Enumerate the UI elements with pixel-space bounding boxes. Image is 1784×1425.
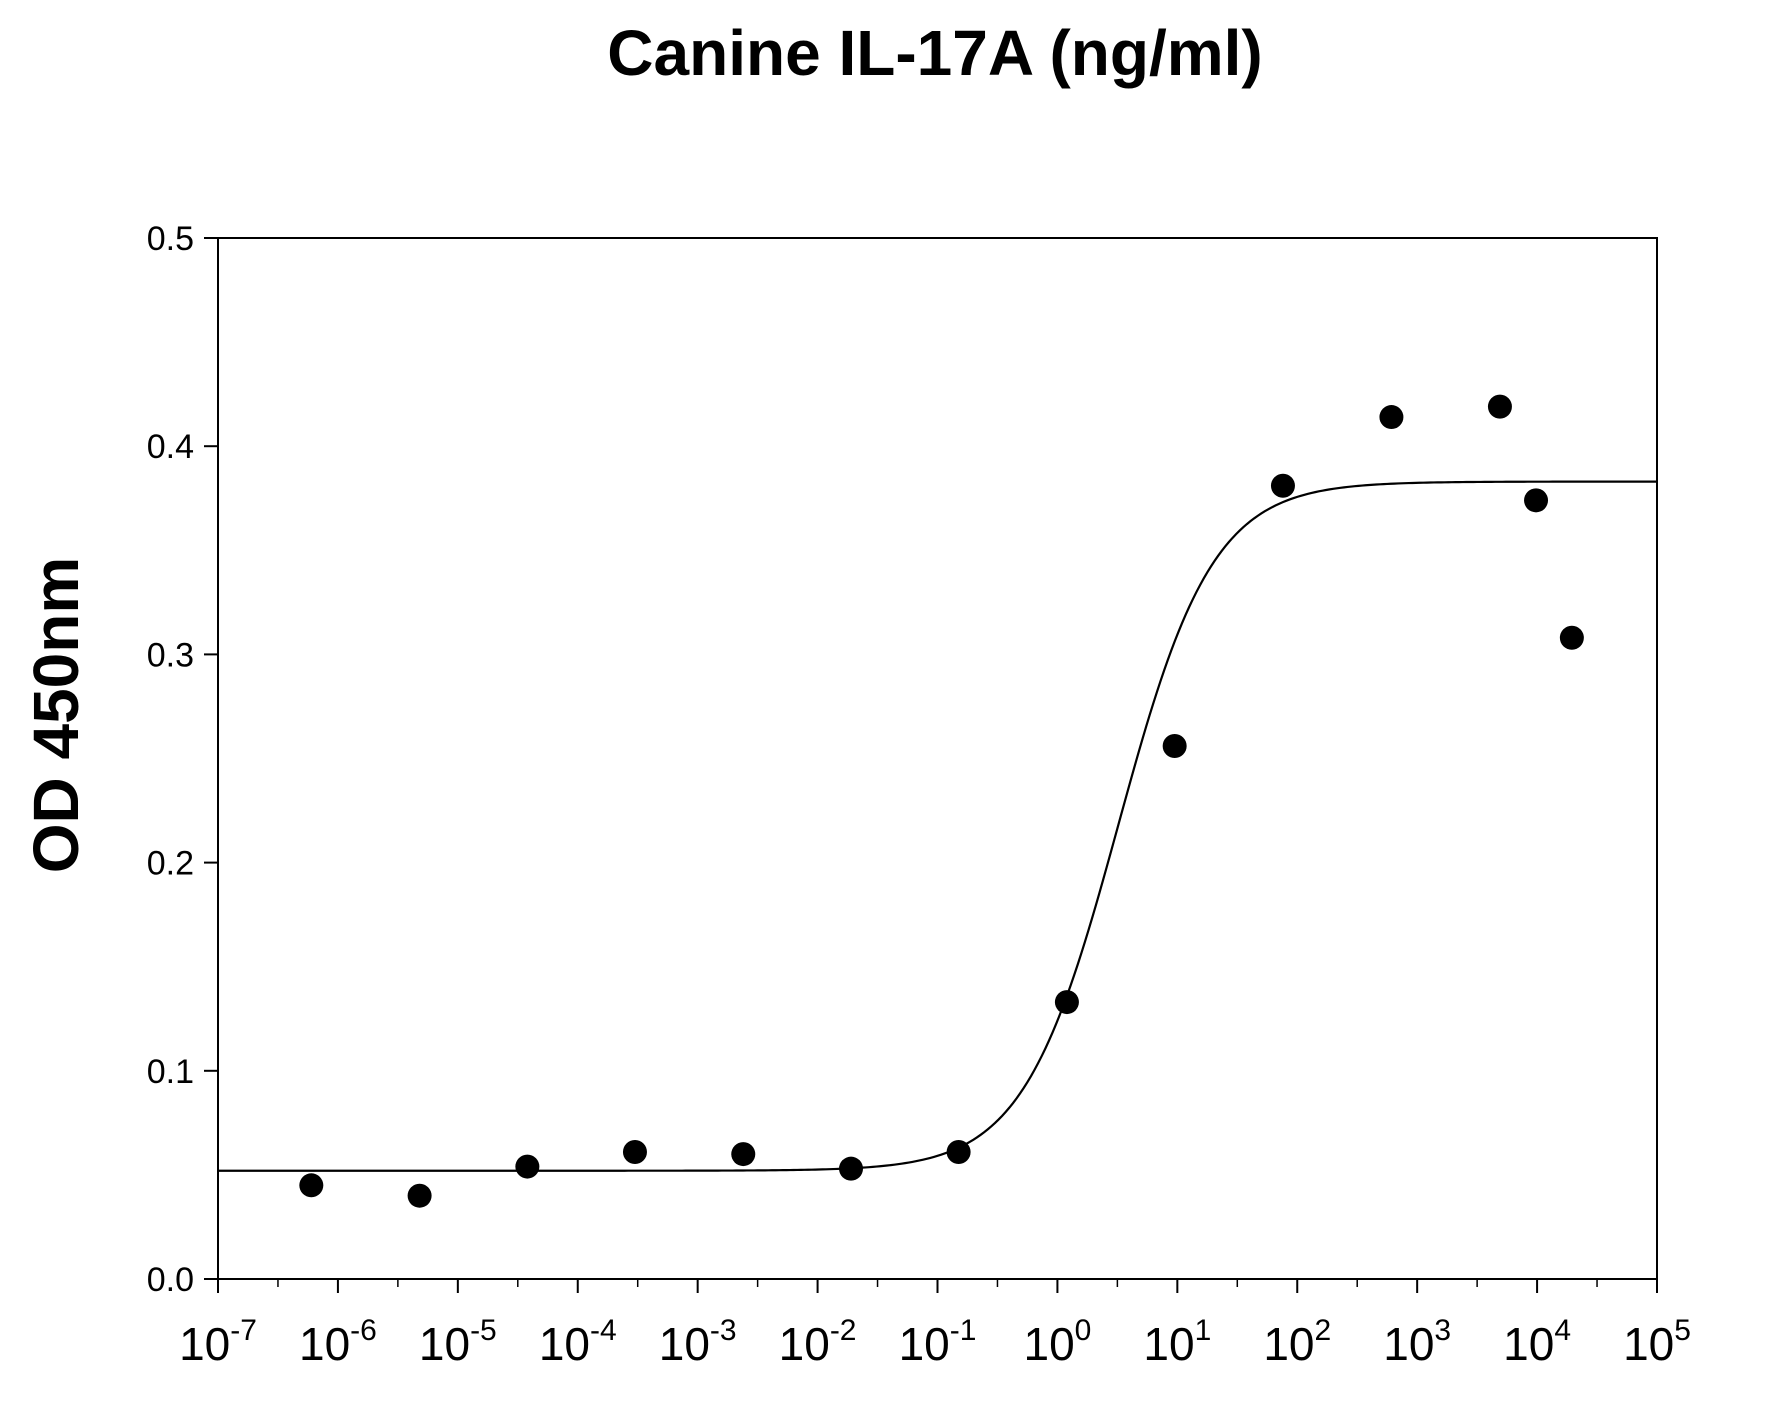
x-tick-base: 10 bbox=[419, 1318, 470, 1370]
x-tick-label: 10-4 bbox=[539, 1314, 617, 1370]
x-tick-label: 10-2 bbox=[779, 1314, 857, 1370]
chart-title: Canine IL-17A (ng/ml) bbox=[607, 17, 1262, 89]
data-point bbox=[946, 1139, 971, 1164]
x-tick-exponent: -4 bbox=[590, 1314, 617, 1347]
y-tick-label: 0.3 bbox=[147, 636, 194, 674]
y-tick-label: 0.1 bbox=[147, 1053, 194, 1091]
x-tick-base: 10 bbox=[779, 1318, 830, 1370]
x-tick-base: 10 bbox=[1623, 1318, 1674, 1370]
data-point bbox=[1270, 473, 1295, 498]
x-tick-base: 10 bbox=[899, 1318, 950, 1370]
x-tick-label: 10-7 bbox=[179, 1314, 257, 1370]
plot-frame bbox=[217, 237, 1658, 1280]
x-tick-base: 10 bbox=[1263, 1318, 1314, 1370]
x-tick-exponent: -1 bbox=[950, 1314, 977, 1347]
x-tick-label: 10-1 bbox=[899, 1314, 977, 1370]
x-tick-label: 103 bbox=[1383, 1314, 1451, 1370]
x-tick-label: 102 bbox=[1263, 1314, 1331, 1370]
x-tick-label: 10-6 bbox=[299, 1314, 377, 1370]
x-tick-label: 104 bbox=[1503, 1314, 1571, 1370]
x-tick-base: 10 bbox=[179, 1318, 230, 1370]
x-tick-label: 105 bbox=[1623, 1314, 1691, 1370]
y-tick-label: 0.2 bbox=[147, 845, 194, 883]
x-tick-exponent: 3 bbox=[1434, 1314, 1451, 1347]
x-tick-exponent: 1 bbox=[1195, 1314, 1212, 1347]
data-point bbox=[1524, 488, 1549, 513]
data-point bbox=[1054, 990, 1079, 1015]
y-tick-label: 0.5 bbox=[147, 220, 194, 258]
data-point bbox=[407, 1183, 432, 1208]
x-tick-label: 100 bbox=[1023, 1314, 1091, 1370]
x-tick-exponent: 4 bbox=[1554, 1314, 1571, 1347]
fit-curve-line bbox=[218, 480, 1657, 1172]
x-tick-exponent: -7 bbox=[230, 1314, 257, 1347]
data-point bbox=[1487, 394, 1512, 419]
x-tick-label: 10-5 bbox=[419, 1314, 497, 1370]
x-tick-exponent: 0 bbox=[1075, 1314, 1092, 1347]
data-point bbox=[1559, 625, 1584, 650]
y-axis-ticks: 0.0 0.1 0.2 0.3 0.4 0.5 bbox=[147, 220, 218, 1299]
x-tick-label: 10-3 bbox=[659, 1314, 737, 1370]
x-tick-base: 10 bbox=[539, 1318, 590, 1370]
x-tick-exponent: -6 bbox=[350, 1314, 377, 1347]
x-tick-label: 101 bbox=[1143, 1314, 1211, 1370]
x-tick-base: 10 bbox=[1143, 1318, 1194, 1370]
x-tick-exponent: -3 bbox=[710, 1314, 737, 1347]
x-axis-ticks: 10-7 10-6 10-5 10-4 10-3 10-2 10-1 100 101 102 103… bbox=[179, 1279, 1691, 1370]
x-tick-base: 10 bbox=[299, 1318, 350, 1370]
data-point bbox=[299, 1173, 324, 1198]
x-tick-base: 10 bbox=[659, 1318, 710, 1370]
x-tick-base: 10 bbox=[1503, 1318, 1554, 1370]
x-tick-base: 10 bbox=[1023, 1318, 1074, 1370]
y-tick-label: 0.4 bbox=[147, 428, 194, 466]
data-point bbox=[515, 1154, 540, 1179]
data-points bbox=[299, 394, 1584, 1208]
data-point bbox=[1379, 405, 1404, 430]
x-tick-base: 10 bbox=[1383, 1318, 1434, 1370]
data-point bbox=[731, 1142, 756, 1167]
data-point bbox=[839, 1156, 864, 1181]
x-tick-exponent: -5 bbox=[470, 1314, 497, 1347]
data-point bbox=[1162, 734, 1187, 759]
y-tick-label: 0.0 bbox=[147, 1261, 194, 1299]
x-tick-exponent: -2 bbox=[830, 1314, 857, 1347]
x-tick-exponent: 2 bbox=[1314, 1314, 1331, 1347]
data-point bbox=[622, 1139, 647, 1164]
x-tick-exponent: 5 bbox=[1674, 1314, 1691, 1347]
y-axis-label: OD 450nm bbox=[20, 557, 92, 874]
